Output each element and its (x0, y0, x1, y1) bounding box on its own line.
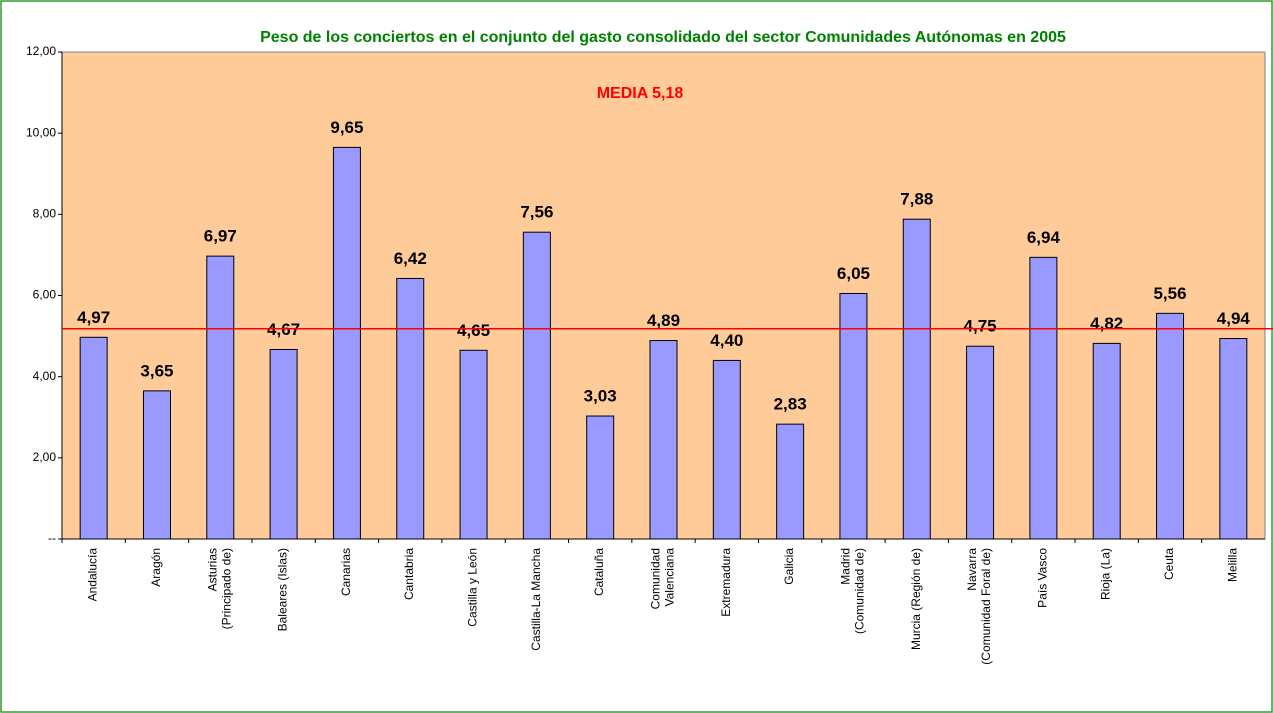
x-tick-label-line: Castilla-La Mancha (529, 548, 543, 651)
y-tick-label: 6,00 (33, 288, 57, 302)
y-tick-label: 4,00 (33, 369, 57, 383)
chart-title: Peso de los conciertos en el conjunto de… (260, 29, 1066, 46)
bar (1029, 256, 1058, 540)
value-label: 4,94 (1217, 309, 1251, 328)
bar (332, 146, 361, 540)
x-tick-label: Baleares (Islas) (276, 548, 290, 631)
x-tick-label-line: Navarra (965, 548, 979, 591)
bar (649, 340, 678, 540)
y-tick-label: 2,00 (33, 450, 57, 464)
x-tick-label-line: Baleares (Islas) (276, 548, 290, 631)
bar (459, 349, 488, 540)
x-tick-label-line: Cataluña (592, 548, 606, 596)
x-tick-label-line: Ceuta (1162, 548, 1176, 580)
x-tick-label-line: (Comunidad Foral de) (979, 548, 993, 665)
x-tick-label: País Vasco (1036, 548, 1050, 608)
x-tick-label-line: Galicia (782, 548, 796, 585)
bar (776, 423, 805, 540)
x-tick-label: Galicia (782, 548, 796, 585)
x-tick-label: Ceuta (1162, 548, 1176, 580)
bar (206, 255, 235, 540)
value-label: 6,94 (1027, 228, 1061, 247)
x-tick-label-line: Madrid (839, 548, 853, 585)
x-tick-label-line: Murcia (Región de) (909, 548, 923, 650)
x-tick-label: Murcia (Región de) (909, 548, 923, 650)
value-label: 7,88 (900, 190, 933, 209)
x-tick-label-line: Canarias (339, 548, 353, 596)
value-label: 2,83 (774, 395, 807, 414)
x-tick-label-line: Andalucía (86, 548, 100, 602)
x-tick-label-line: Extremadura (719, 548, 733, 617)
y-tick-label: -- (48, 531, 56, 545)
value-label: 3,03 (584, 387, 617, 406)
value-label: 4,65 (457, 321, 490, 340)
x-tick-label: Aragón (149, 548, 163, 587)
x-tick-label-line: País Vasco (1036, 548, 1050, 608)
x-tick-label-line: Rioja (La) (1099, 548, 1113, 600)
value-label: 4,75 (964, 317, 997, 336)
bar (522, 231, 551, 540)
y-tick-label: 10,00 (26, 125, 56, 139)
value-label: 4,89 (647, 311, 680, 330)
bar (712, 359, 741, 540)
x-tick-label: ComunidadValenciana (649, 548, 677, 610)
value-label: 9,65 (330, 118, 363, 137)
x-tick-label-line: (Principado de) (219, 548, 233, 629)
bar (1219, 338, 1248, 540)
bar (269, 348, 298, 540)
bar (966, 345, 995, 540)
x-tick-label: Extremadura (719, 548, 733, 617)
value-label: 7,56 (520, 203, 553, 222)
y-tick-label: 12,00 (26, 44, 56, 58)
x-tick-label: Andalucía (86, 548, 100, 602)
value-label: 6,42 (394, 249, 427, 268)
x-tick-label: Navarra(Comunidad Foral de) (965, 548, 993, 665)
bar (839, 292, 868, 540)
x-tick-label: Castilla y León (466, 548, 480, 627)
value-label: 6,97 (204, 227, 237, 246)
x-tick-label-line: (Comunidad de) (853, 548, 867, 634)
reference-label: MEDIA 5,18 (597, 85, 684, 102)
x-tick-label: Castilla-La Mancha (529, 548, 543, 651)
bar (79, 336, 108, 540)
x-tick-label: Asturias(Principado de) (205, 548, 233, 629)
value-label: 4,82 (1090, 314, 1123, 333)
bar (1092, 342, 1121, 540)
x-tick-label: Madrid(Comunidad de) (839, 548, 867, 634)
y-tick-label: 8,00 (33, 207, 57, 221)
x-tick-label: Cataluña (592, 548, 606, 596)
value-label: 4,40 (710, 331, 743, 350)
x-tick-label: Cantabria (402, 548, 416, 600)
value-label: 4,97 (77, 308, 110, 327)
x-tick-label-line: Comunidad (649, 548, 663, 609)
bar (396, 277, 425, 540)
x-tick-label: Canarias (339, 548, 353, 596)
x-tick-label-line: Valenciana (663, 548, 677, 607)
x-tick-label-line: Melilla (1226, 548, 1240, 582)
x-tick-label-line: Cantabria (402, 548, 416, 600)
x-tick-label-line: Aragón (149, 548, 163, 587)
x-tick-label-line: Castilla y León (466, 548, 480, 627)
value-label: 6,05 (837, 264, 870, 283)
x-tick-label: Melilla (1226, 548, 1240, 582)
value-label: 5,56 (1153, 284, 1186, 303)
value-label: 3,65 (140, 361, 173, 380)
bar (586, 415, 615, 540)
bar (142, 390, 171, 540)
bar (902, 218, 931, 540)
x-tick-label: Rioja (La) (1099, 548, 1113, 600)
bar (1156, 312, 1185, 540)
x-tick-label-line: Asturias (205, 548, 219, 591)
